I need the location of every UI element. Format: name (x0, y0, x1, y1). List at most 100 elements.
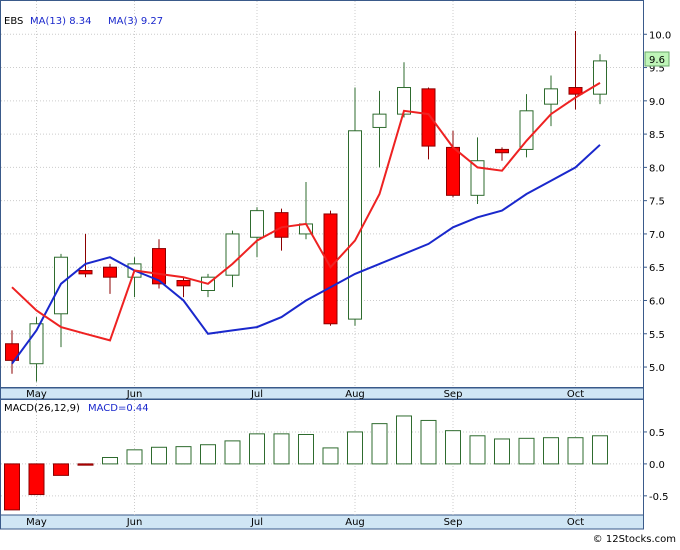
price-x-axis: May Jun Jul Aug Sep Oct (26, 389, 584, 400)
last-price-badge (644, 51, 670, 67)
candle-body (446, 146, 460, 196)
macd-bar (273, 433, 290, 465)
month-label: Aug (345, 389, 365, 400)
candle (544, 75, 558, 127)
candle-body (176, 280, 191, 287)
macd-bar (175, 446, 192, 465)
candle-body (225, 233, 240, 276)
macd-bar (200, 444, 216, 465)
macd-bar (592, 435, 608, 465)
price-xaxis-band (0, 387, 644, 400)
macd-bar (126, 449, 143, 465)
macd-xaxis-band (0, 514, 644, 530)
macd-bar (469, 435, 486, 465)
price-tick-label: 8.0 (649, 163, 665, 174)
macd-bar (4, 463, 20, 511)
macd-bar (298, 434, 314, 465)
macd-tick-label: -0.5 (649, 492, 669, 503)
moving-average-lines (11, 82, 601, 365)
macd-y-axis: 0.5 0.0 -0.5 (643, 428, 669, 503)
month-label: Oct (567, 389, 584, 400)
macd-bar-series (4, 415, 608, 511)
macd-bar (518, 437, 535, 465)
macd-month-label: Jul (250, 517, 263, 528)
macd-bar (151, 446, 167, 465)
candle (421, 87, 436, 160)
candle-body (421, 88, 436, 147)
macd-bar (567, 437, 584, 465)
macd-month-label: Sep (444, 517, 463, 528)
last-price-label: 9.6 (649, 55, 665, 66)
candle-body (78, 270, 93, 275)
price-tick-label: 9.5 (649, 64, 665, 75)
candle-body (348, 130, 362, 320)
macd-bar (420, 419, 437, 465)
candle-body (274, 212, 289, 238)
candle-body (470, 160, 485, 196)
price-y-axis: 5.0 5.5 6.0 6.5 7.0 7.5 8.0 8.5 9.0 9.5 10.0 (643, 30, 671, 374)
price-tick-label: 6.0 (649, 296, 665, 307)
candle-body (103, 266, 117, 278)
candle-body (495, 148, 509, 154)
candle (250, 207, 264, 258)
macd-bar (445, 430, 461, 465)
legend-macd: MACD(26,12,9) (4, 403, 80, 414)
macd-bar (77, 463, 94, 466)
macd-bar (543, 437, 559, 465)
candle-body (544, 88, 558, 105)
price-tick-label: 9.0 (649, 97, 665, 108)
macd-tick-label: 0.5 (649, 428, 665, 439)
watermark: © 12Stocks.com (593, 534, 676, 545)
macd-bar (28, 463, 45, 496)
macd-bar (347, 431, 363, 465)
candle-body (250, 210, 264, 238)
candle-body (5, 343, 19, 361)
candle (103, 263, 117, 294)
macd-bar (322, 447, 339, 465)
price-tick-label: 7.0 (649, 230, 665, 241)
ma3-line (11, 82, 601, 342)
candle (470, 137, 485, 204)
month-label: Jul (250, 389, 263, 400)
macd-month-label: May (26, 517, 47, 528)
price-tick-label: 10.0 (649, 30, 671, 41)
candle (78, 233, 93, 278)
legend-macd-value: MACD=0.44 (88, 403, 149, 414)
legend-ma13: MA(13) 8.34 (30, 16, 91, 27)
candle (323, 210, 338, 326)
macd-bar (371, 423, 388, 465)
price-tick-label: 6.5 (649, 263, 665, 274)
macd-bar (396, 415, 412, 465)
macd-tick-label: 0.0 (649, 460, 665, 471)
price-panel-frame (0, 0, 644, 388)
month-label: Jun (126, 389, 143, 400)
candle (397, 62, 411, 118)
month-label: Sep (444, 389, 463, 400)
candle-body (372, 113, 387, 128)
price-tick-label: 8.5 (649, 130, 665, 141)
legend-ma3: MA(3) 9.27 (108, 16, 163, 27)
candle (176, 277, 191, 298)
macd-x-axis: May Jun Jul Aug Sep Oct (26, 517, 584, 528)
macd-bar (53, 463, 69, 476)
macd-bar (102, 457, 118, 465)
macd-bar (224, 440, 241, 465)
macd-month-label: Oct (567, 517, 584, 528)
legend-ticker: EBS (4, 16, 23, 27)
macd-bar (494, 438, 510, 465)
candle (225, 230, 240, 288)
macd-month-label: Jun (126, 517, 143, 528)
candle (372, 90, 387, 168)
candle (5, 330, 19, 374)
macd-month-label: Aug (345, 517, 365, 528)
candle (519, 94, 534, 158)
candle (495, 147, 509, 161)
month-label: May (26, 389, 47, 400)
candle-body (519, 110, 534, 150)
macd-bar (249, 433, 265, 465)
price-tick-label: 7.5 (649, 197, 665, 208)
candle (446, 130, 460, 198)
legend-ticker-text: EBS (4, 16, 23, 27)
